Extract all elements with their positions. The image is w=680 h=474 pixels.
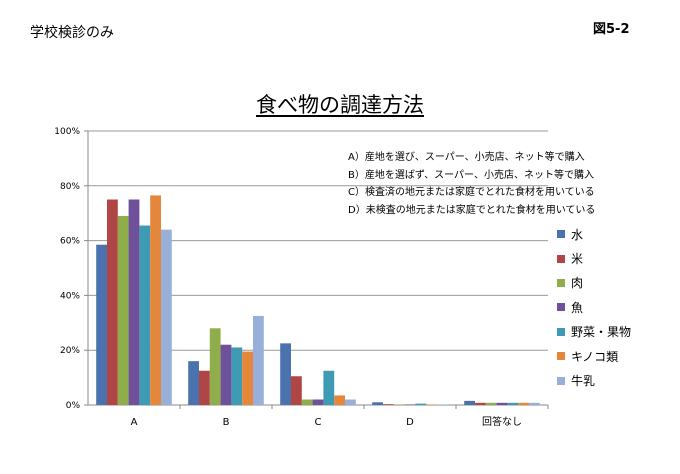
x-tick-label: C xyxy=(315,417,322,428)
y-tick-label: 20% xyxy=(60,346,80,356)
x-tick-label: A xyxy=(131,417,138,428)
bar xyxy=(312,399,324,405)
bar xyxy=(161,229,172,405)
bar xyxy=(107,199,118,405)
bar xyxy=(334,395,345,405)
bar xyxy=(139,225,151,405)
bar xyxy=(150,195,161,405)
bar xyxy=(372,402,383,405)
note-a: A）産地を選び、スーパー、小売店、ネット等で購入 xyxy=(348,152,585,163)
bar xyxy=(529,402,540,405)
legend-item: 米 xyxy=(557,246,631,270)
legend-swatch xyxy=(557,303,565,312)
legend-label: 肉 xyxy=(571,276,584,291)
bar xyxy=(507,402,519,405)
y-tick-label: 40% xyxy=(60,291,80,301)
category-notes: A）産地を選び、スーパー、小売店、ネット等で購入 B）産地を選ばず、スーパー、小… xyxy=(348,149,595,219)
bar xyxy=(437,404,448,405)
legend-label: 牛乳 xyxy=(571,374,596,389)
x-tick-label: 回答なし xyxy=(482,415,522,428)
legend-label: 魚 xyxy=(571,300,584,315)
bar xyxy=(242,351,253,405)
bar xyxy=(96,244,107,405)
bar xyxy=(404,404,416,405)
legend-swatch xyxy=(557,230,565,239)
bar xyxy=(518,402,529,405)
bar xyxy=(209,328,221,405)
bar xyxy=(188,361,199,405)
note-d: D）未検査の地元または家庭でとれた食材を用いている xyxy=(348,204,596,216)
bar xyxy=(253,315,264,405)
bar xyxy=(383,404,394,405)
bar xyxy=(464,400,475,405)
legend-label: 米 xyxy=(571,252,584,267)
bar xyxy=(496,402,508,405)
legend-item: キノコ類 xyxy=(557,344,631,368)
bar xyxy=(323,370,335,405)
note-b: B）産地を選ばず、スーパー、小売店、ネット等で購入 xyxy=(348,169,594,181)
bar xyxy=(301,399,313,405)
bar xyxy=(231,347,243,405)
legend-swatch xyxy=(557,327,565,336)
y-tick-label: 0% xyxy=(66,401,81,411)
bar xyxy=(345,399,356,405)
legend-swatch xyxy=(557,278,565,287)
header-left-label: 学校検診のみ xyxy=(30,25,114,41)
legend-label: 野菜・果物 xyxy=(571,325,632,340)
chart-title: 食べ物の調達方法 xyxy=(0,89,680,119)
bar xyxy=(415,403,427,405)
legend-label: キノコ類 xyxy=(571,349,619,364)
note-c: C）検査済の地元または家庭でとれた食材を用いている xyxy=(348,187,595,198)
x-tick-label: D xyxy=(406,417,414,428)
bar xyxy=(291,376,302,405)
y-tick-label: 80% xyxy=(60,182,80,192)
chart-title-text: 食べ物の調達方法 xyxy=(256,93,424,117)
legend-item: 野菜・果物 xyxy=(557,320,631,344)
bar xyxy=(280,343,291,405)
legend-swatch xyxy=(557,352,565,361)
y-tick-label: 60% xyxy=(60,237,80,247)
bar xyxy=(199,370,210,405)
legend-item: 水 xyxy=(557,222,631,246)
legend-swatch xyxy=(557,376,565,385)
legend-item: 牛乳 xyxy=(557,368,631,392)
bar xyxy=(128,199,140,405)
x-tick-label: B xyxy=(223,417,230,428)
bar xyxy=(426,404,437,405)
bar xyxy=(475,402,486,405)
legend: 水米肉魚野菜・果物キノコ類牛乳 xyxy=(557,222,631,393)
bar xyxy=(117,215,129,405)
bar xyxy=(220,344,232,405)
bar xyxy=(393,404,405,405)
legend-swatch xyxy=(557,254,565,263)
legend-item: 魚 xyxy=(557,295,631,319)
legend-item: 肉 xyxy=(557,271,631,295)
figure-number: 図5-2 xyxy=(593,22,630,37)
y-tick-label: 100% xyxy=(54,127,80,137)
bar xyxy=(485,402,497,405)
legend-label: 水 xyxy=(571,227,584,242)
